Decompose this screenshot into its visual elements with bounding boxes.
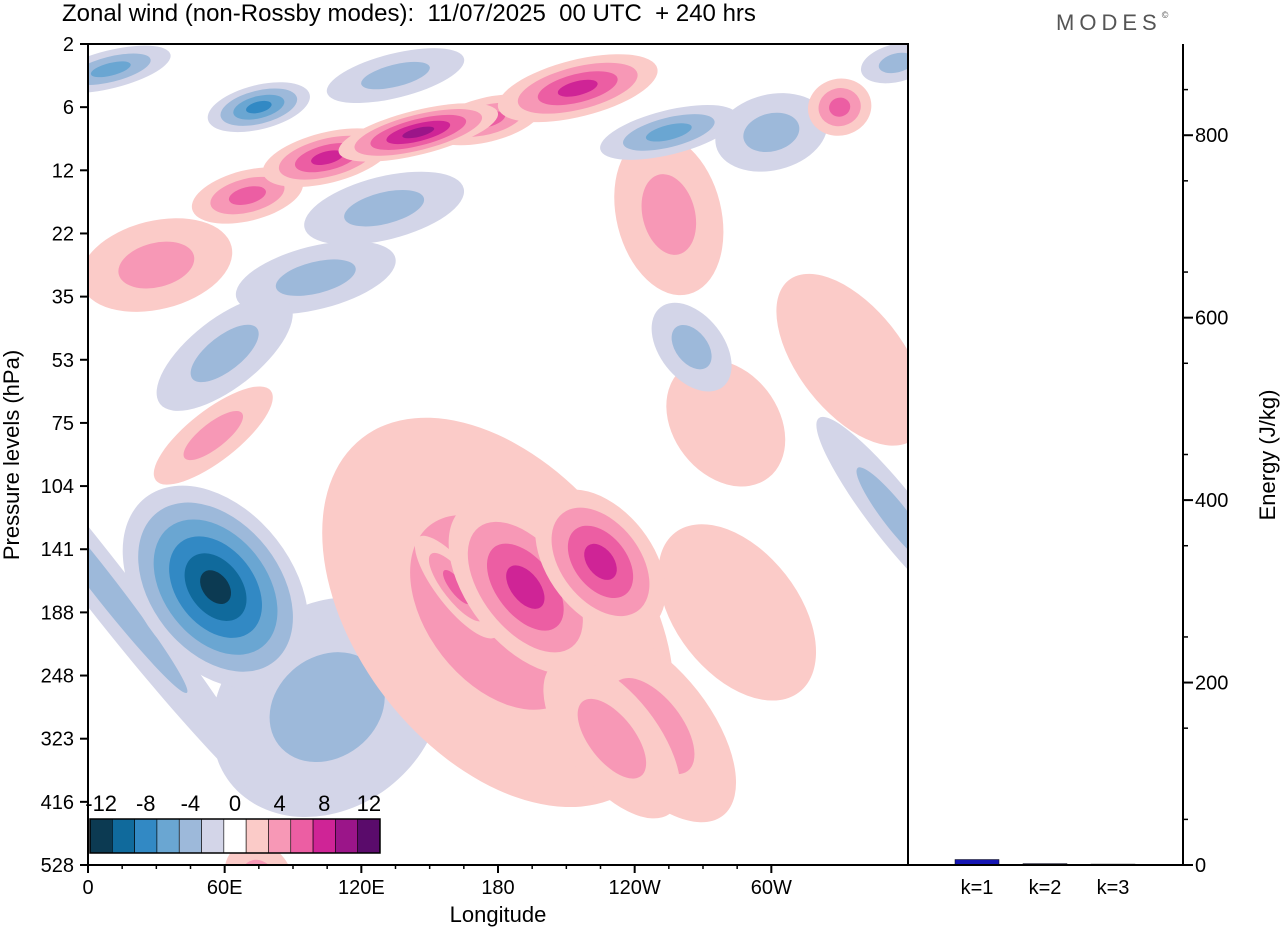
colorbar-swatch <box>134 818 158 854</box>
wind-contour <box>246 100 272 114</box>
y-tick-label: 141 <box>41 539 74 561</box>
colorbar: -12 -8 -4 0 4 8 12 <box>85 791 381 854</box>
wind-contour <box>402 126 435 139</box>
colorbar-swatch <box>223 818 247 854</box>
y-tick-label: 528 <box>41 855 74 877</box>
x-tick-label: 120E <box>338 877 385 899</box>
colorbar-swatch <box>156 818 180 854</box>
wind-contour <box>584 543 617 580</box>
energy-category-label: k=1 <box>961 877 994 899</box>
energy-tick-label: 800 <box>1195 125 1228 147</box>
y-tick-label: 416 <box>41 792 74 814</box>
energy-tick-label: 0 <box>1195 855 1206 877</box>
energy-axes: 0 200 400 600 800 <box>1183 88 1228 877</box>
colorbar-swatch <box>178 818 202 854</box>
y-tick-label: 2 <box>63 34 74 56</box>
wind-contour <box>645 123 692 142</box>
wind-contour <box>183 411 244 461</box>
wind-contour <box>743 112 800 153</box>
colorbar-swatch <box>268 818 292 854</box>
x-tick-label: 180 <box>481 877 514 899</box>
wind-contour <box>88 468 188 694</box>
energy-category-label: k=3 <box>1097 877 1130 899</box>
brand-name: MODES <box>1056 10 1162 35</box>
colorbar-label: 8 <box>318 791 330 816</box>
x-tick-label: 60W <box>751 877 792 899</box>
colorbar-label: 4 <box>273 791 285 816</box>
y-tick-label: 22 <box>52 223 74 245</box>
colorbar-swatch <box>312 818 336 854</box>
wind-contour <box>776 273 908 446</box>
y-tick-label: 323 <box>41 729 74 751</box>
y-tick-label: 75 <box>52 413 74 435</box>
y-tick-label: 53 <box>52 350 74 372</box>
wind-contour <box>878 52 908 74</box>
wind-contour <box>190 324 259 383</box>
colorbar-swatch <box>245 818 269 854</box>
colorbar-label: -4 <box>181 791 201 816</box>
colorbar-label: 12 <box>357 791 381 816</box>
x-tick-label: 0 <box>82 877 93 899</box>
wind-contour <box>228 186 266 205</box>
y-tick-label: 6 <box>63 97 74 119</box>
heatmap-panel: 0 60E 120E 180 120W 60W 2 6 12 22 35 53 75 104 141 188 2… <box>41 34 909 899</box>
energy-tick-label: 600 <box>1195 308 1228 330</box>
colorbar-frame <box>89 818 381 854</box>
colorbar-swatch <box>357 818 381 854</box>
wind-contour <box>224 841 294 865</box>
wind-contour <box>344 189 425 227</box>
wind-contour <box>118 241 195 289</box>
x-tick-label: 120W <box>609 877 661 899</box>
heatmap-contours <box>88 44 908 865</box>
modes-logo: MODES© <box>1056 10 1168 36</box>
energy-panel: k=1 k=2 k=3 0 200 400 600 800 <box>907 44 1228 899</box>
colorbar-label: -12 <box>85 791 117 816</box>
y-tick-label: 188 <box>41 602 74 624</box>
wind-contour <box>658 524 817 701</box>
energy-category-label: k=2 <box>1029 877 1062 899</box>
wind-contour <box>90 61 131 78</box>
colorbar-swatch <box>89 818 113 854</box>
y-tick-label: 12 <box>52 160 74 182</box>
colorbar-label: 0 <box>229 791 241 816</box>
colorbar-swatch <box>290 818 314 854</box>
colorbar-swatch <box>112 818 135 854</box>
wind-contour <box>671 324 712 370</box>
chart-title: Zonal wind (non-Rossby modes): 11/07/202… <box>62 0 756 27</box>
wind-contour <box>829 97 851 117</box>
brand-mark: © <box>1161 10 1169 20</box>
y-tick-label: 104 <box>41 476 74 498</box>
wind-contour <box>275 259 356 296</box>
y-axis-label: Pressure levels (hPa) <box>0 350 24 560</box>
wind-contour <box>200 570 232 605</box>
wind-contour <box>641 174 697 255</box>
colorbar-swatch <box>201 818 225 854</box>
wind-contour <box>557 79 598 97</box>
wind-contour <box>269 652 385 763</box>
wind-contour <box>311 150 344 165</box>
wind-contour <box>361 61 430 90</box>
wind-contour <box>577 698 647 779</box>
y-tick-label: 35 <box>52 287 74 309</box>
x-axis-label: Longitude <box>450 902 547 927</box>
colorbar-swatch <box>335 818 358 854</box>
heatmap-axes: 0 60E 120E 180 120W 60W 2 6 12 22 35 53 75 104 141 188 2… <box>41 34 792 899</box>
x-tick-label: 60E <box>207 877 243 899</box>
energy-axis-label: Energy (J/kg) <box>1255 390 1280 521</box>
energy-tick-label: 400 <box>1195 490 1228 512</box>
colorbar-label: -8 <box>136 791 156 816</box>
y-tick-label: 248 <box>41 666 74 688</box>
wind-contour <box>856 467 908 569</box>
energy-tick-label: 200 <box>1195 673 1228 695</box>
wind-contour <box>506 565 545 609</box>
wind-contour <box>666 359 786 487</box>
